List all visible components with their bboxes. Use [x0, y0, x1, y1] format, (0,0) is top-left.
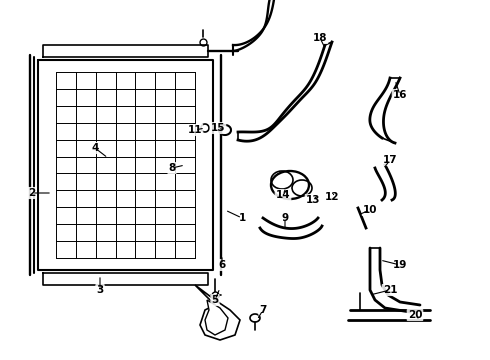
Text: 11: 11 — [188, 125, 202, 135]
Text: 18: 18 — [313, 33, 327, 43]
Polygon shape — [205, 300, 228, 335]
Text: 2: 2 — [28, 188, 36, 198]
Text: 12: 12 — [325, 192, 339, 202]
Text: 20: 20 — [408, 310, 422, 320]
Text: 8: 8 — [169, 163, 175, 173]
Text: 15: 15 — [211, 123, 225, 133]
Text: 9: 9 — [281, 213, 289, 223]
Text: 16: 16 — [393, 90, 407, 100]
Text: 21: 21 — [383, 285, 397, 295]
Text: 6: 6 — [219, 260, 225, 270]
Text: 17: 17 — [383, 155, 397, 165]
Text: 4: 4 — [91, 143, 98, 153]
Text: 14: 14 — [276, 190, 290, 200]
Text: 5: 5 — [211, 295, 219, 305]
Text: 3: 3 — [97, 285, 103, 295]
Text: 13: 13 — [306, 195, 320, 205]
Text: 7: 7 — [259, 305, 267, 315]
Text: 1: 1 — [238, 213, 245, 223]
Text: 10: 10 — [363, 205, 377, 215]
Text: 19: 19 — [393, 260, 407, 270]
